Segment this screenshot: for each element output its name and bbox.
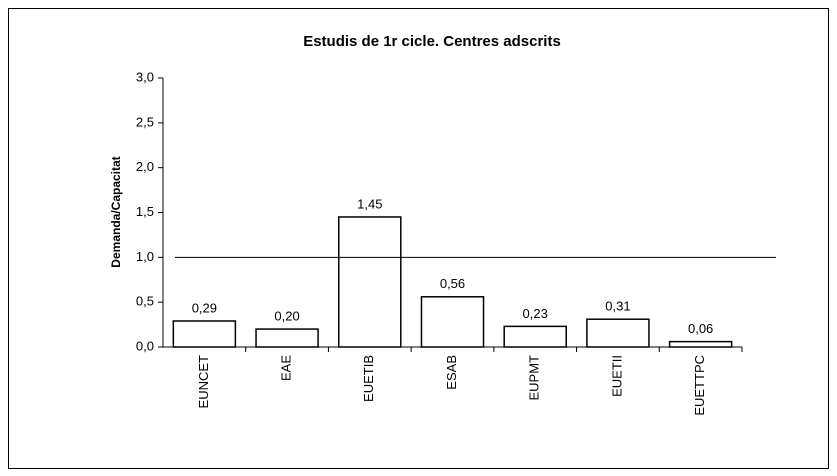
bar (172, 320, 237, 348)
x-tick-label: EUETTPC (692, 355, 707, 416)
value-label: 0,06 (688, 321, 713, 336)
x-tick-label: ESAB (444, 355, 459, 390)
x-tick-label: EUETIB (361, 355, 376, 402)
bar (338, 216, 402, 348)
y-tick-label: 2,5 (136, 114, 154, 129)
bar (586, 318, 650, 348)
value-label: 0,31 (605, 299, 630, 314)
y-tick-label: 2,0 (136, 159, 154, 174)
y-tick-label: 0,0 (136, 338, 154, 353)
value-label: 0,56 (440, 276, 465, 291)
y-tick-label: 3,0 (136, 69, 154, 84)
x-tick-label: EUNCET (196, 355, 211, 409)
bar (420, 296, 485, 348)
bar (255, 328, 319, 348)
value-label: 1,45 (357, 196, 382, 211)
chart-title: Estudis de 1r cicle. Centres adscrits (303, 33, 561, 50)
bar (503, 325, 567, 348)
x-tick-label: EAE (279, 355, 294, 381)
y-tick-label: 1,5 (136, 204, 154, 219)
y-tick-label: 0,5 (136, 294, 154, 309)
y-axis-label: Demanda/Capacitat (109, 156, 123, 267)
chart-border (8, 8, 829, 469)
bar (668, 340, 733, 348)
x-tick-label: EUPMT (527, 355, 542, 401)
value-label: 0,20 (274, 309, 299, 324)
y-tick-label: 1,0 (136, 249, 154, 264)
value-label: 0,29 (192, 300, 217, 315)
x-tick-label: EUETII (609, 355, 624, 397)
value-label: 0,23 (523, 306, 548, 321)
